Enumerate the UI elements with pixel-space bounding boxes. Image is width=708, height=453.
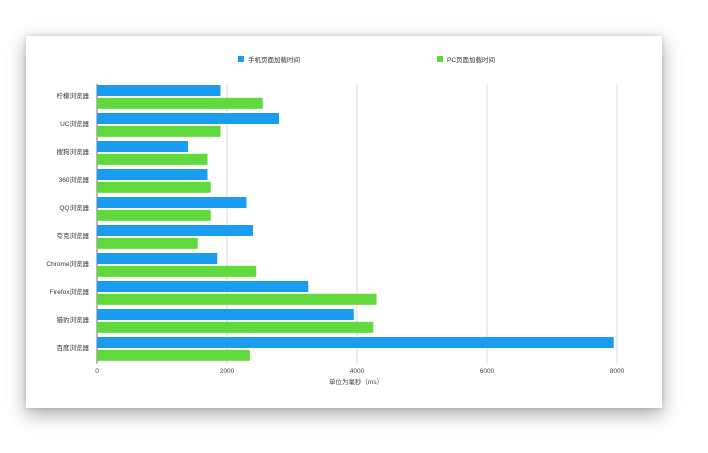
legend-swatch-pc xyxy=(437,56,443,62)
bar-mobile[interactable] xyxy=(97,309,354,320)
bar-mobile[interactable] xyxy=(97,169,208,180)
y-category-label: 360浏览器 xyxy=(59,175,90,184)
bar-pc[interactable] xyxy=(97,153,208,165)
bar-pc[interactable] xyxy=(97,265,257,277)
bar-mobile[interactable] xyxy=(97,225,253,236)
bar-pc[interactable] xyxy=(97,293,377,305)
bar-pc[interactable] xyxy=(97,97,263,109)
x-tick-label: 4000 xyxy=(350,368,365,375)
x-tick-label: 8000 xyxy=(610,368,625,375)
x-tick-label: 0 xyxy=(95,368,99,375)
bar-mobile[interactable] xyxy=(97,113,279,124)
bar-mobile[interactable] xyxy=(97,337,614,348)
legend: 手机页面加载时间 PC页面加载时间 xyxy=(238,55,495,64)
bar-pc[interactable] xyxy=(97,125,221,137)
bar-pc[interactable] xyxy=(97,181,211,193)
chart-card: 0 2000 4000 6000 8000 柠檬浏览器 UC浏览器搜狗浏览器 360浏览器 QQ… xyxy=(26,36,662,408)
bar-mobile[interactable] xyxy=(97,85,221,96)
x-tick-label: 2000 xyxy=(220,368,235,375)
legend-label-mobile: 手机页面加载时间 xyxy=(248,55,300,64)
y-category-label: Chrome浏览器 xyxy=(46,259,89,268)
bar-pc[interactable] xyxy=(97,237,198,249)
y-category-label: QQ浏览器 xyxy=(59,203,89,212)
bars xyxy=(97,85,614,361)
bar-pc[interactable] xyxy=(97,209,211,221)
y-category-label: 夸克浏览器 xyxy=(57,231,90,240)
legend-swatch-mobile xyxy=(238,56,244,62)
bar-pc[interactable] xyxy=(97,349,250,361)
bar-pc[interactable] xyxy=(97,321,374,333)
bar-mobile[interactable] xyxy=(97,253,218,264)
y-category-label: UC浏览器 xyxy=(60,119,89,128)
x-axis-label: 单位为毫秒（ms） xyxy=(329,377,383,386)
y-category-label: 搜狗浏览器 xyxy=(57,147,90,156)
y-category-label: Firefox浏览器 xyxy=(50,287,90,296)
x-tick-label: 6000 xyxy=(480,368,495,375)
y-category-label: 百度浏览器 xyxy=(57,343,90,352)
bar-mobile[interactable] xyxy=(97,141,188,152)
bar-mobile[interactable] xyxy=(97,281,309,292)
legend-label-pc: PC页面加载时间 xyxy=(447,55,495,64)
y-category-label: 柠檬浏览器 xyxy=(57,91,90,100)
bar-mobile[interactable] xyxy=(97,197,247,208)
y-category-label: 猎豹浏览器 xyxy=(57,315,90,324)
